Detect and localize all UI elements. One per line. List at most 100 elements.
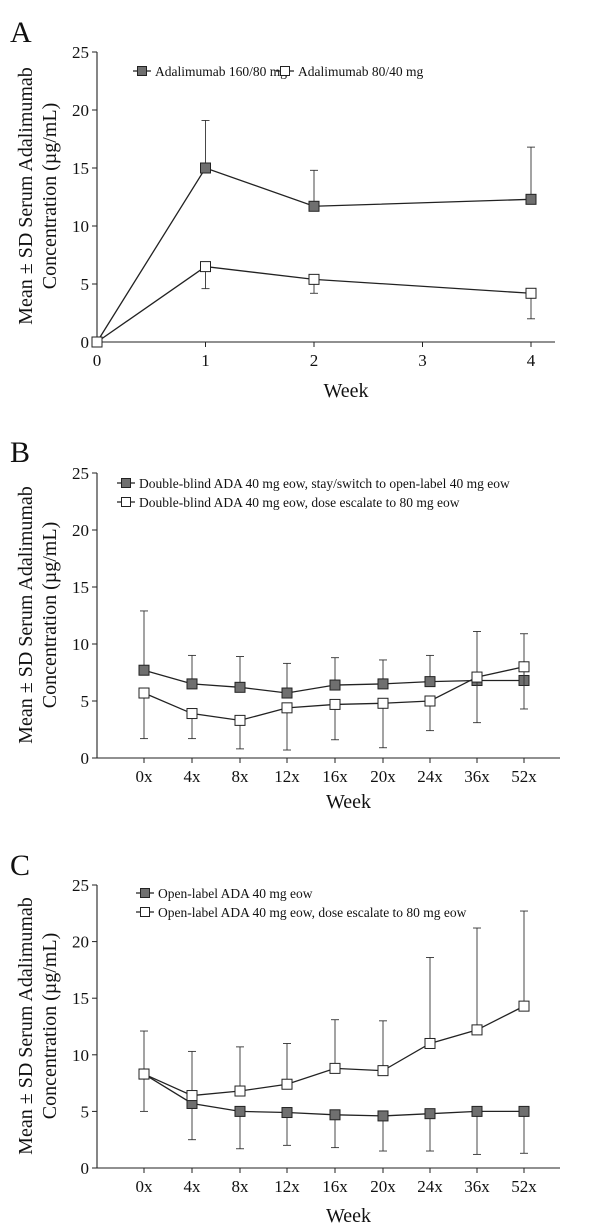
x-axis-title: Week: [326, 791, 371, 813]
data-point-open-square: [234, 1085, 246, 1097]
legend-marker: [140, 888, 150, 898]
x-tick-label: 4: [527, 351, 536, 370]
x-tick-label: 8x: [232, 767, 250, 786]
data-point-filled-square: [329, 679, 341, 691]
y-axis-title-line-2: Concentration (µg/mL): [39, 522, 61, 708]
x-tick-label: 52x: [511, 767, 537, 786]
x-tick-label: 0x: [136, 1177, 154, 1196]
y-tick-label: 20: [72, 521, 89, 540]
data-point-open-square: [186, 1090, 198, 1102]
data-point-open-square: [471, 1024, 483, 1036]
x-tick-label: 12x: [274, 1177, 300, 1196]
data-point-open-square: [91, 336, 103, 348]
data-point-open-square: [471, 671, 483, 683]
y-tick-label: 10: [72, 635, 89, 654]
y-tick-label: 25: [72, 876, 89, 895]
y-tick-label: 5: [81, 692, 90, 711]
x-tick-label: 20x: [370, 767, 396, 786]
x-tick-label: 2: [310, 351, 319, 370]
y-tick-label: 20: [72, 933, 89, 952]
panel-c: C 0 5 10 15 20 25 0x 4x 8x 12x 16x 20x 24x 36x 52x Week M…: [10, 849, 560, 1227]
data-point-open-square: [329, 1062, 341, 1074]
y-tick-label: 10: [72, 217, 89, 236]
data-point-filled-square: [525, 193, 537, 205]
data-point-open-square: [234, 714, 246, 726]
data-point-filled-square: [281, 687, 293, 699]
x-axis-title: Week: [326, 1205, 371, 1227]
data-point-open-square: [186, 708, 198, 720]
legend-marker: [280, 66, 290, 76]
panel-label: A: [10, 16, 32, 49]
y-axis-title-line-2: Concentration (µg/mL): [39, 933, 61, 1119]
x-tick-label: 1: [201, 351, 210, 370]
data-point-open-square: [377, 697, 389, 709]
x-tick-label: 0x: [136, 767, 154, 786]
data-point-filled-square: [424, 1108, 436, 1120]
legend-label: Adalimumab 80/40 mg: [298, 64, 423, 79]
y-axis-title-line-1: Mean ± SD Serum Adalimumab: [15, 897, 37, 1155]
data-point-open-square: [281, 702, 293, 714]
series-line-filled: [96, 167, 532, 343]
x-tick-label: 36x: [464, 1177, 490, 1196]
y-tick-label: 0: [81, 1159, 90, 1178]
legend-marker: [121, 497, 131, 507]
data-point-filled-square: [200, 162, 211, 174]
y-tick-label: 5: [81, 275, 90, 294]
data-point-open-square: [281, 1078, 293, 1090]
y-axis-title-line-2: Concentration (µg/mL): [39, 103, 61, 289]
data-point-filled-square: [138, 664, 150, 676]
data-point-filled-square: [377, 678, 389, 690]
y-axis-title-line-1: Mean ± SD Serum Adalimumab: [15, 486, 37, 744]
y-tick-label: 10: [72, 1046, 89, 1065]
data-point-open-square: [424, 1037, 436, 1049]
y-tick-label: 20: [72, 101, 89, 120]
data-point-open-square: [424, 695, 436, 707]
y-tick-label: 15: [72, 159, 89, 178]
x-tick-label: 36x: [464, 767, 490, 786]
legend-label: Adalimumab 160/80 mg: [155, 64, 287, 79]
x-axis-title: Week: [323, 380, 368, 402]
x-tick-label: 24x: [417, 1177, 443, 1196]
x-tick-label: 4x: [184, 1177, 202, 1196]
x-tick-label: 16x: [322, 767, 348, 786]
panel-a: A 0 5 10 15 20 25 0 1 2 3 4 Week Mean ± SD Serum Adal…: [10, 16, 555, 402]
x-tick-label: 0: [93, 351, 102, 370]
data-point-open-square: [138, 687, 150, 699]
x-tick-label: 20x: [370, 1177, 396, 1196]
y-tick-label: 0: [81, 749, 90, 768]
y-tick-label: 15: [72, 578, 89, 597]
data-point-open-square: [518, 661, 530, 673]
data-point-open-square: [138, 1068, 150, 1080]
y-axis-title-line-1: Mean ± SD Serum Adalimumab: [15, 67, 37, 325]
x-tick-label: 52x: [511, 1177, 537, 1196]
legend-marker: [140, 907, 150, 917]
data-point-filled-square: [377, 1110, 389, 1122]
legend-label: Double-blind ADA 40 mg eow, dose escalat…: [139, 495, 460, 510]
data-point-open-square: [329, 698, 341, 710]
legend-label: Open-label ADA 40 mg eow: [158, 886, 313, 901]
data-point-open-square: [525, 287, 537, 299]
y-tick-label: 0: [81, 333, 90, 352]
series-line-open: [96, 265, 532, 343]
data-point-filled-square: [234, 1105, 246, 1117]
legend-label: Double-blind ADA 40 mg eow, stay/switch …: [139, 476, 510, 491]
data-point-filled-square: [281, 1107, 293, 1119]
series-line-open: [143, 666, 525, 722]
legend-marker: [137, 66, 147, 76]
panel-label: C: [10, 849, 30, 882]
data-point-filled-square: [234, 681, 246, 693]
legend-marker: [121, 478, 131, 488]
data-point-open-square: [308, 273, 320, 285]
data-point-open-square: [377, 1065, 389, 1077]
data-point-filled-square: [186, 678, 198, 690]
x-tick-label: 16x: [322, 1177, 348, 1196]
panel-label: B: [10, 436, 30, 469]
data-point-filled-square: [308, 200, 320, 212]
x-tick-label: 4x: [184, 767, 202, 786]
y-tick-label: 5: [81, 1102, 90, 1121]
data-point-filled-square: [329, 1109, 341, 1121]
data-point-filled-square: [424, 676, 436, 688]
data-point-open-square: [200, 261, 211, 273]
panel-b: B 0 5 10 15 20 25 0x 4x 8x 12x 16x 20x 24x 36x 52x Week M…: [10, 436, 560, 813]
